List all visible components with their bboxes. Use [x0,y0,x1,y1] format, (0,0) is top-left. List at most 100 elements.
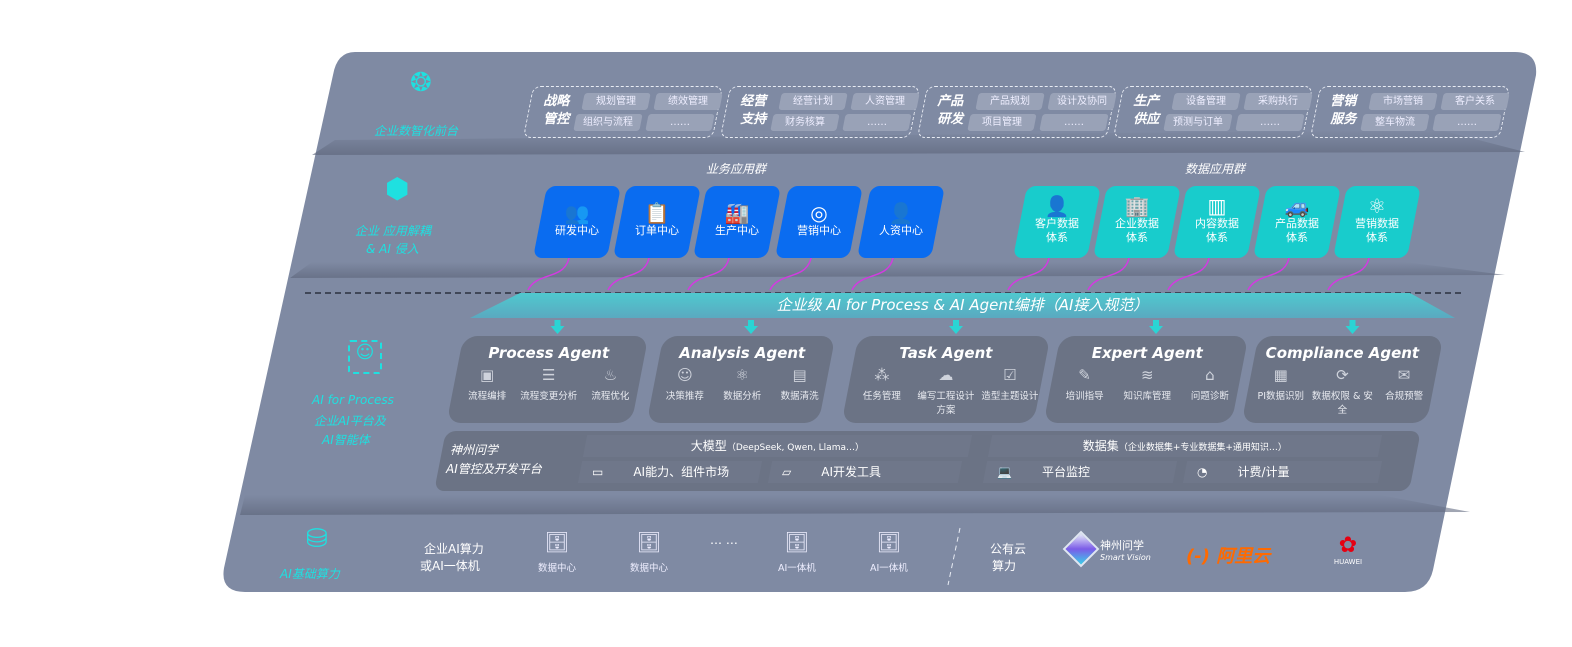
domain-chip[interactable]: 设计及协同 [1047,93,1117,110]
domain-chip[interactable]: 产品规划 [975,93,1045,110]
domain-chip[interactable]: 财务核算 [770,114,840,131]
datasets-bar: 数据集（企业数据集+专业数据集+通用知识…） [987,435,1383,457]
domain-title: 战略 管控 [543,94,570,127]
agent-capability[interactable]: ≋ 知识库管理 [1123,366,1172,402]
domain-chip[interactable]: …… [842,114,912,131]
capability-icon: ⟳ [1336,366,1349,384]
capability-icon: ✎ [1078,366,1091,384]
agent-capability[interactable]: ✎ 培训指导 [1065,366,1104,402]
datasets-note: （企业数据集+专业数据集+通用知识…） [1118,443,1287,453]
domain-chip[interactable]: …… [1432,114,1502,131]
domain-chip[interactable]: 采购执行 [1243,93,1313,110]
domain-chip[interactable]: 经营计划 [778,93,848,110]
connector-arrow [769,251,813,291]
platform-title-1: 神州问学 [450,443,499,457]
agent-capability[interactable]: ▤ 数据清洗 [780,366,819,402]
domain-chip[interactable]: 预测与订单 [1163,114,1233,131]
platform-tool[interactable]: ▭ AI能力、组件市场 [577,461,763,483]
platform-tool[interactable]: ▱ AI开发工具 [767,461,963,483]
domain-chip[interactable]: 人资管理 [850,93,920,110]
person-icon: 👤 [888,201,914,225]
domain-chip[interactable]: …… [1039,114,1109,131]
domain-chip[interactable]: …… [645,114,715,131]
domain-chip[interactable]: 规划管理 [581,93,651,110]
business-app-card[interactable]: 🏭 生产中心 [693,186,781,258]
agent-capability[interactable]: ☺ 决策推荐 [665,366,704,402]
app-label: 人资中心 [879,224,923,237]
domain-chip[interactable]: 整车物流 [1360,114,1430,131]
data-app-card[interactable]: 🏢 企业数据 体系 [1093,186,1181,258]
capability-icon: ✉ [1397,366,1411,384]
agent-capability[interactable]: ▦ PI数据识别 [1257,366,1304,402]
business-app-card[interactable]: 📋 订单中心 [613,186,701,258]
capability-icon: ≋ [1140,366,1154,384]
domain-chip[interactable]: 绩效管理 [653,93,723,110]
agent-capability[interactable]: ⚛ 数据分析 [723,366,762,402]
agent-capability[interactable]: ☰ 流程变更分析 [520,366,578,402]
domain-chip[interactable]: 市场营销 [1368,93,1438,110]
domain-chip[interactable]: …… [1235,114,1305,131]
private-compute-label-2: 或AI一体机 [420,559,480,573]
tool-icon: ◔ [1197,465,1208,479]
platform-tool[interactable]: 💻 平台监控 [982,461,1178,483]
layer-label-ai-3: AI智能体 [322,433,370,447]
factory-icon: 🏭 [724,201,750,225]
data-app-card[interactable]: 🚙 产品数据 体系 [1253,186,1341,258]
data-app-card[interactable]: ⚛ 营销数据 体系 [1333,186,1421,258]
layer-label-ai-2: 企业AI平台及 [314,414,386,428]
brain-icon: ❂ [410,68,432,98]
data-app-card[interactable]: ▥ 内容数据 体系 [1173,186,1261,258]
agent-title: Process Agent [488,344,610,362]
domain-chip[interactable]: 客户关系 [1440,93,1510,110]
public-compute-label-1: 公有云 [990,542,1027,556]
domain-chip[interactable]: 项目管理 [967,114,1037,131]
data-apps-title: 数据应用群 [1185,162,1246,176]
agent-capability[interactable]: ☁ 编写工程设计方案 [917,366,975,416]
domain-group: 战略 管控 规划管理 绩效管理 组织与流程…… [522,86,724,138]
capability-icon: ☰ [542,366,556,384]
business-apps-title: 业务应用群 [706,162,767,176]
data-app-card[interactable]: 👤 客户数据 体系 [1013,186,1101,258]
domain-chip[interactable]: 组织与流程 [573,114,643,131]
app-label: 营销中心 [797,224,841,237]
business-app-card[interactable]: ◎ 营销中心 [775,186,863,258]
aliyun-logo-icon: (-) [1186,546,1210,567]
platform-tool[interactable]: ◔ 计费/计量 [1182,461,1383,483]
car-icon: 🚙 [1284,194,1310,218]
app-label: 企业数据 [1115,217,1159,230]
down-arrow-icon [744,320,758,334]
agent-title: Analysis Agent [679,344,806,362]
agent-capability[interactable]: ⌂ 问题诊断 [1190,366,1229,402]
agent-capability[interactable]: ⁂ 任务管理 [862,366,901,402]
agent-card[interactable]: Expert Agent ✎ 培训指导 ≋ 知识库管理 ⌂ 问题诊断 [1043,336,1249,423]
vendor-name: 阿里云 [1216,546,1271,567]
agent-capability[interactable]: ✉ 合规预警 [1385,366,1424,402]
capability-icon: ☑ [1003,366,1017,384]
user-icon: 👤 [1044,194,1070,218]
agent-title: Expert Agent [1091,344,1203,362]
compute-node: 🗄 AI一体机 [778,530,816,574]
business-app-card[interactable]: 👤 人资中心 [857,186,945,258]
agent-capability[interactable]: ▣ 流程编排 [468,366,507,402]
team-icon: 👥 [564,201,590,225]
domain-title: 生产 供应 [1133,94,1160,127]
agent-capability[interactable]: ☑ 造型主题设计 [981,366,1039,402]
agent-capability[interactable]: ⟳ 数据权限 & 安全 [1311,366,1373,416]
agent-capability[interactable]: ♨ 流程优化 [591,366,630,402]
connector-arrow [527,251,571,291]
business-app-card[interactable]: 👥 研发中心 [533,186,621,258]
atom-icon: ⚛ [1368,194,1386,218]
agent-card[interactable]: Process Agent ▣ 流程编排 ☰ 流程变更分析 ♨ 流程优化 [446,336,649,423]
agent-card[interactable]: Task Agent ⁂ 任务管理 ☁ 编写工程设计方案 ☑ 造型主题设计 [841,336,1051,423]
down-arrow-icon [550,320,565,334]
vendor-huawei: ✿ HUAWEI [1326,534,1370,567]
domain-chip[interactable]: 设备管理 [1171,93,1241,110]
tool-icon: 💻 [997,465,1012,479]
agent-card[interactable]: Analysis Agent ☺ 决策推荐 ⚛ 数据分析 ▤ 数据清洗 [646,336,836,423]
layer-label-apps-1: 企业 应用解耦 [355,224,431,238]
connector-arrow [607,251,651,291]
app-label: 生产中心 [715,224,759,237]
down-arrow-icon [1345,320,1360,334]
agent-card[interactable]: Compliance Agent ▦ PI数据识别 ⟳ 数据权限 & 安全 ✉ 合规预警 [1241,336,1444,423]
domain-title: 营销 服务 [1330,94,1357,127]
